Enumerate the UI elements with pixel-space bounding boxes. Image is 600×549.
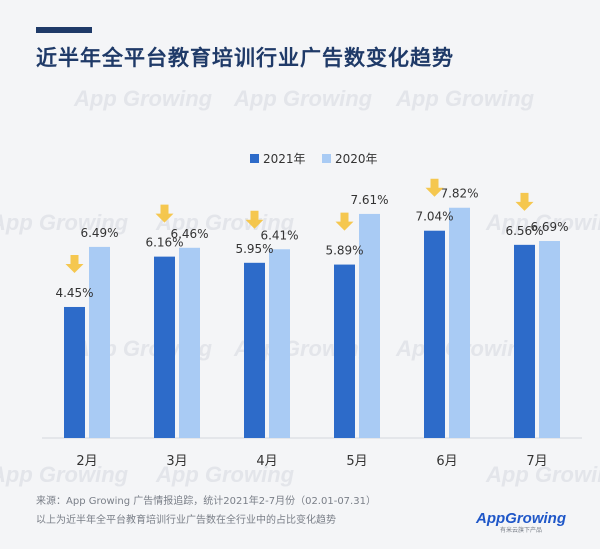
bar-chart: 2021年 2020年4.45%6.49%2月6.16%6.46%3月5.95%6… — [42, 152, 582, 469]
down-arrow-icon — [335, 212, 354, 231]
bar-2021 — [514, 244, 535, 438]
watermark: App Growing — [0, 210, 129, 235]
bar-2021 — [64, 306, 85, 438]
data-label-2020: 6.46% — [170, 227, 208, 241]
logo-tagline: 有米云旗下产品 — [499, 527, 542, 534]
legend-swatch-1 — [322, 154, 331, 163]
data-label-2021: 6.56% — [505, 224, 543, 238]
watermark: App Growing — [156, 462, 295, 487]
data-label-2020: 7.61% — [350, 193, 388, 207]
source-note: 来源：App Growing 广告情报追踪，统计2021年2-7月份（02.01… — [36, 496, 376, 507]
data-label-2021: 5.95% — [235, 242, 273, 256]
down-arrow-icon — [155, 204, 174, 223]
bar-2020 — [89, 246, 110, 438]
legend-label-0: 2021年 — [263, 152, 306, 166]
down-arrow-icon — [245, 210, 264, 229]
bar-2021 — [244, 262, 265, 438]
legend-swatch-0 — [250, 154, 259, 163]
data-label-2020: 6.69% — [530, 220, 568, 234]
x-tick-label: 7月 — [526, 454, 547, 469]
watermark: App Growing — [0, 462, 129, 487]
watermark: App Growing — [156, 210, 295, 235]
down-arrow-icon — [65, 254, 84, 273]
x-tick-label: 2月 — [76, 454, 97, 469]
bar-2020 — [179, 247, 200, 438]
description-note: 以上为近半年全平台教育培训行业广告数在全行业中的占比变化趋势 — [36, 515, 336, 526]
data-label-2021: 4.45% — [55, 286, 93, 300]
x-tick-label: 3月 — [166, 454, 187, 469]
bar-2021 — [154, 256, 175, 438]
bar-2021 — [334, 264, 355, 438]
data-label-2021: 6.16% — [145, 236, 183, 250]
data-label-2020: 7.82% — [440, 187, 478, 201]
down-arrow-icon — [515, 192, 534, 211]
data-label-2021: 5.89% — [325, 244, 363, 258]
chart-title: 近半年全平台教育培训行业广告数变化趋势 — [36, 46, 454, 70]
down-arrow-icon — [425, 178, 444, 197]
x-tick-label: 5月 — [346, 454, 367, 469]
app-growing-logo: AppGrowing 有米云旗下产品 — [476, 510, 566, 534]
watermark: App Growing — [486, 462, 600, 487]
data-label-2021: 7.04% — [415, 210, 453, 224]
data-label-2020: 6.49% — [80, 226, 118, 240]
bar-2020 — [539, 241, 560, 438]
bar-2020 — [269, 249, 290, 438]
watermark: App Growing — [486, 210, 600, 235]
bar-2020 — [449, 207, 470, 438]
watermark: App Growing — [396, 86, 535, 111]
bar-2020 — [359, 213, 380, 438]
legend-label-1: 2020年 — [335, 152, 378, 166]
watermark: App Growing — [74, 86, 213, 111]
x-tick-label: 4月 — [256, 454, 277, 469]
logo-wordmark: AppGrowing — [476, 510, 566, 527]
data-label-2020: 6.41% — [260, 228, 298, 242]
title-accent-bar — [36, 27, 92, 33]
bar-2021 — [424, 230, 445, 438]
x-tick-label: 6月 — [436, 454, 457, 469]
watermark: App Growing — [234, 86, 373, 111]
